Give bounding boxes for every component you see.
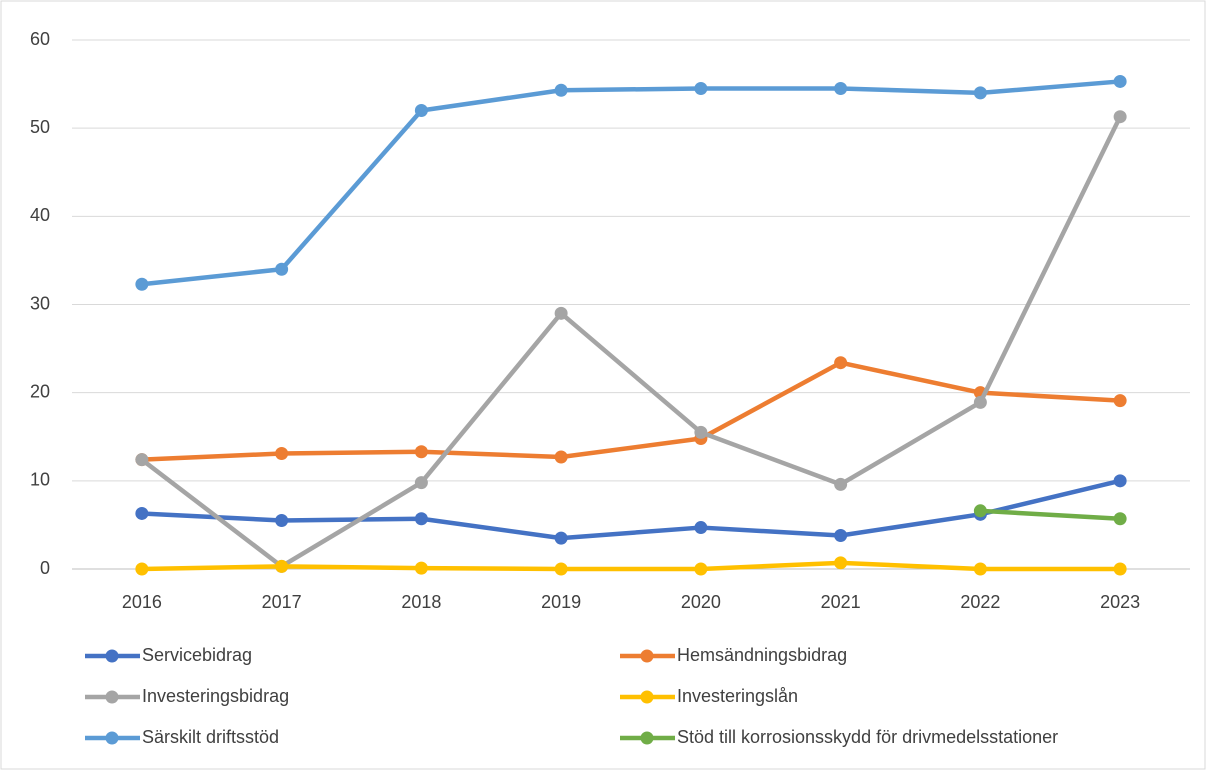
data-point — [694, 562, 708, 576]
x-tick-label: 2020 — [681, 592, 721, 612]
data-point — [135, 277, 149, 291]
data-point — [834, 528, 848, 542]
data-point — [1113, 474, 1127, 488]
y-tick-label: 50 — [30, 117, 50, 137]
data-point — [834, 356, 848, 370]
series-line — [980, 508, 1121, 521]
data-point — [973, 86, 987, 100]
data-point — [834, 556, 848, 570]
legend-marker — [105, 690, 119, 704]
legend-label: Investeringsbidrag — [142, 686, 289, 706]
data-point — [275, 447, 289, 461]
data-point — [554, 450, 568, 464]
data-point — [554, 306, 568, 320]
data-point — [275, 262, 289, 276]
x-tick-label: 2021 — [821, 592, 861, 612]
legend-marker — [105, 649, 119, 663]
legend-marker — [105, 731, 119, 745]
x-tick-label: 2017 — [262, 592, 302, 612]
series-line — [141, 560, 1121, 572]
y-tick-label: 40 — [30, 205, 50, 225]
data-point — [694, 425, 708, 439]
series-line — [141, 360, 1121, 462]
data-point — [973, 562, 987, 576]
data-point — [1113, 512, 1127, 526]
legend-label: Stöd till korrosionsskydd för drivmedels… — [677, 727, 1058, 747]
data-point — [554, 83, 568, 97]
y-tick-label: 30 — [30, 293, 50, 313]
data-point — [1113, 74, 1127, 88]
data-point — [834, 477, 848, 491]
x-tick-label: 2023 — [1100, 592, 1140, 612]
data-point — [1113, 562, 1127, 576]
data-point — [135, 453, 149, 467]
y-tick-label: 0 — [40, 558, 50, 578]
data-point — [135, 562, 149, 576]
x-tick-label: 2019 — [541, 592, 581, 612]
x-tick-label: 2018 — [401, 592, 441, 612]
data-point — [554, 531, 568, 545]
data-point — [694, 521, 708, 535]
y-tick-label: 20 — [30, 381, 50, 401]
legend-label: Investeringslån — [677, 686, 798, 706]
data-point — [135, 506, 149, 520]
data-point — [275, 559, 289, 573]
data-point — [414, 476, 428, 490]
data-point — [973, 395, 987, 409]
y-tick-label: 10 — [30, 470, 50, 490]
data-point — [275, 514, 289, 528]
x-tick-label: 2022 — [960, 592, 1000, 612]
data-point — [414, 561, 428, 575]
data-point — [554, 562, 568, 576]
data-point — [414, 445, 428, 459]
y-tick-label: 60 — [30, 29, 50, 49]
data-point — [973, 504, 987, 518]
data-point — [694, 81, 708, 95]
data-point — [1113, 110, 1127, 124]
legend-label: Servicebidrag — [142, 645, 252, 665]
legend-label: Särskilt driftsstöd — [142, 727, 279, 747]
data-point — [414, 104, 428, 118]
data-point — [1113, 394, 1127, 408]
series-line — [141, 79, 1121, 287]
legend-marker — [640, 690, 654, 704]
x-tick-label: 2016 — [122, 592, 162, 612]
series-line — [141, 478, 1121, 541]
data-point — [834, 81, 848, 95]
legend-label: Hemsändningsbidrag — [677, 645, 847, 665]
data-point — [414, 512, 428, 526]
series-line — [140, 115, 1123, 569]
legend-marker — [640, 731, 654, 745]
legend-marker — [640, 649, 654, 663]
